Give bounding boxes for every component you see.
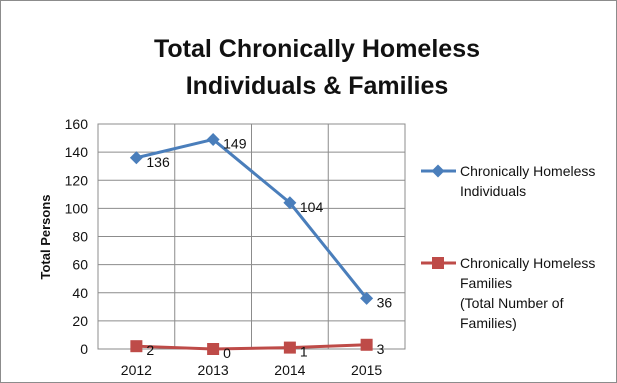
data-label: 104 <box>300 199 324 215</box>
y-tick-label: 20 <box>72 313 88 329</box>
legend-label: Individuals <box>460 183 526 199</box>
data-point-1-3 <box>360 338 373 351</box>
data-point-0-1 <box>206 132 220 146</box>
data-point-0-2 <box>283 196 297 210</box>
data-label: 149 <box>223 135 247 151</box>
series-line-1 <box>136 343 367 351</box>
chart-title-line-1: Total Chronically Homeless <box>154 35 480 63</box>
legend-label: (Total Number of <box>460 295 564 311</box>
y-axis-label: Total Persons <box>38 194 53 279</box>
y-tick-label: 80 <box>72 229 88 245</box>
data-label: 1 <box>300 344 308 360</box>
data-point-1-0 <box>130 340 143 353</box>
data-label: 2 <box>146 342 154 358</box>
data-label: 0 <box>223 345 231 361</box>
legend-label: Families <box>460 275 512 291</box>
data-point-1-1 <box>207 343 220 355</box>
data-point-0-3 <box>360 291 374 305</box>
chart-title-line-2: Individuals & Families <box>186 72 449 100</box>
y-tick-label: 160 <box>65 116 89 132</box>
x-tick-label: 2012 <box>121 362 152 378</box>
x-tick-label: 2014 <box>274 362 305 378</box>
y-tick-label: 100 <box>65 200 89 216</box>
y-tick-label: 120 <box>65 172 89 188</box>
y-tick-label: 140 <box>65 144 89 160</box>
y-tick-label: 40 <box>72 285 88 301</box>
legend-marker-0 <box>431 164 445 178</box>
data-label: 136 <box>146 154 170 170</box>
data-label: 36 <box>377 294 393 310</box>
data-point-0-0 <box>129 151 143 165</box>
y-tick-label: 0 <box>80 341 88 357</box>
legend-marker-1 <box>432 257 444 269</box>
data-point-1-2 <box>283 341 296 354</box>
data-label: 3 <box>377 341 385 357</box>
series-line-0 <box>136 137 368 300</box>
x-tick-label: 2015 <box>351 362 382 378</box>
legend-label: Families) <box>460 315 517 331</box>
x-tick-label: 2013 <box>198 362 229 378</box>
legend-label: Chronically Homeless <box>460 255 595 271</box>
y-tick-label: 60 <box>72 257 88 273</box>
legend-label: Chronically Homeless <box>460 163 595 179</box>
